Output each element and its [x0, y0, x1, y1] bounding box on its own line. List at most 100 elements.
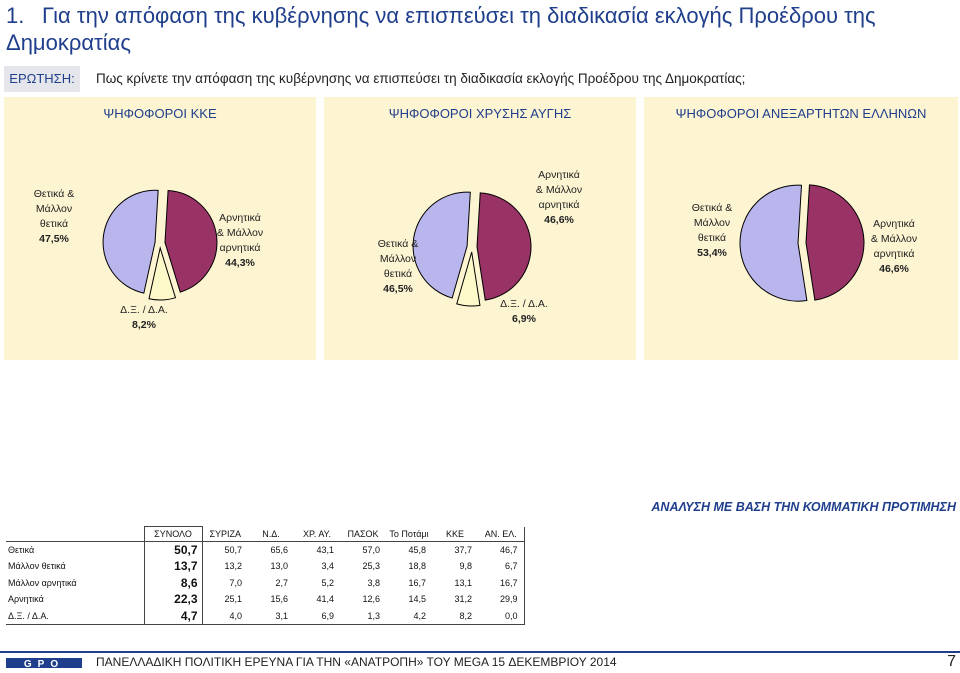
- pie-chart-anel: Θετικά & Μάλλον θετικά 53,4% Αρνητικά & Μάλλο…: [692, 184, 917, 302]
- value-cell: 16,7: [408, 577, 426, 588]
- row-label: Θετικά: [6, 541, 144, 558]
- total-cell: 22,3: [143, 591, 203, 608]
- gpo-logo: GPO: [6, 658, 82, 669]
- value-cell: 65,6: [248, 541, 294, 558]
- value-cell: 43,1: [294, 541, 340, 558]
- value-cell: 6,7: [478, 558, 525, 575]
- value-cell: 41,4: [316, 594, 334, 605]
- row-label: Δ.Ξ. / Δ.Α.: [6, 607, 144, 625]
- question-text: Πως κρίνετε την απόφαση της κυβέρνησης ν…: [96, 71, 746, 86]
- value-cell: 25,1: [224, 594, 242, 605]
- slice-label: Θετικά & Μάλλον θετικά 46,5%: [378, 238, 418, 295]
- svg-text:GPO: GPO: [24, 659, 64, 669]
- question-label: ΕΡΩΤΗΣΗ:: [4, 66, 80, 92]
- pie-chart-kke: Θετικά & Μάλλον θετικά 47,5% Δ.Ξ. / Δ.Α. 8,2%…: [34, 188, 263, 331]
- pie-panel-kke: ΨΗΦΟΦΟΡΟΙ ΚΚΕ Θετικά & Μάλλον θετικά 47,5% Δ…: [4, 97, 316, 360]
- value-cell: 9,8: [459, 561, 472, 572]
- pie-slice-positive: [102, 189, 159, 294]
- footer-divider: [0, 651, 960, 653]
- value-cell: 7,0: [229, 577, 242, 588]
- value-cell: 50,7: [202, 541, 248, 558]
- value-cell: 14,5: [408, 594, 426, 605]
- slice-label: Δ.Ξ. / Δ.Α. 8,2%: [120, 304, 168, 331]
- value-cell: 3,1: [248, 607, 294, 625]
- table-body: Θετικά 50,7 50,7 65,6 43,1 57,0 45,8 37,7 46,7 Μά…: [6, 541, 525, 625]
- slice-label: Θετικά & Μάλλον θετικά 53,4%: [692, 202, 732, 259]
- pie-panel-anel: ΨΗΦΟΦΟΡΟΙ ΑΝΕΞΑΡΤΗΤΩΝ ΕΛΛΗΝΩΝ Θετικά & Μά…: [644, 97, 958, 360]
- value-cell: 15,6: [270, 594, 288, 605]
- value-cell: 57,0: [340, 541, 386, 558]
- slice-label: Αρνητικά & Μάλλον αρνητικά 46,6%: [536, 169, 582, 226]
- slice-label: Δ.Ξ. / Δ.Α. 6,9%: [500, 298, 548, 325]
- total-cell: 8,6: [143, 574, 203, 591]
- column-header: ΣΥΡΙΖΑ: [202, 526, 248, 542]
- party-breakdown-table: ΣΥΝΟΛΟ ΣΥΡΙΖΑ Ν.Δ. ΧΡ. ΑΥ. ΠΑΣΟΚ Το Ποτά…: [6, 526, 525, 625]
- pie-slice-negative: [805, 184, 865, 301]
- pie-title: ΨΗΦΟΦΟΡΟΙ ΚΚΕ: [103, 106, 217, 121]
- table-row: Δ.Ξ. / Δ.Α. 4,7 4,0 3,1 6,9 1,3 4,2 8,2 0,0: [6, 607, 525, 625]
- value-cell: 25,3: [362, 561, 380, 572]
- value-cell: 46,7: [478, 541, 525, 558]
- slice-label: Θετικά & Μάλλον θετικά 47,5%: [34, 188, 74, 245]
- slice-label: Αρνητικά & Μάλλον αρνητικά 44,3%: [217, 212, 263, 269]
- title-number: 1.: [6, 3, 25, 28]
- pie-slice-negative: [164, 189, 218, 293]
- pie-slice-negative: [476, 192, 532, 301]
- column-header: ΠΑΣΟΚ: [340, 526, 386, 542]
- value-cell: 31,2: [454, 594, 472, 605]
- value-cell: 1,3: [340, 607, 386, 625]
- pie-slice-positive: [739, 184, 808, 302]
- pie-slice-positive: [412, 191, 471, 299]
- value-cell: 16,7: [478, 574, 525, 591]
- column-header-total: ΣΥΝΟΛΟ: [143, 526, 203, 542]
- value-cell: 37,7: [432, 541, 478, 558]
- value-cell: 0,0: [478, 607, 525, 625]
- page-number: 7: [947, 653, 956, 670]
- value-cell: 3,4: [321, 561, 334, 572]
- value-cell: 13,2: [224, 561, 242, 572]
- table-row: Μάλλον θετικά 13,7 13,2 13,0 3,4 25,3 18,8 9,8 6…: [6, 558, 525, 575]
- pie-title: ΨΗΦΟΦΟΡΟΙ ΑΝΕΞΑΡΤΗΤΩΝ ΕΛΛΗΝΩΝ: [675, 106, 927, 121]
- row-label: Μάλλον θετικά: [8, 561, 66, 572]
- row-label: Αρνητικά: [8, 594, 44, 605]
- value-cell: 4,2: [386, 607, 432, 625]
- column-header: Το Ποτάμι: [386, 526, 432, 542]
- total-cell: 4,7: [143, 607, 203, 625]
- pie-chart-golden-dawn: Θετικά & Μάλλον θετικά 46,5% Δ.Ξ. / Δ.Α. 6,9%…: [378, 169, 582, 325]
- page-title: 1. Για την απόφαση της κυβέρνησης να επισ…: [6, 2, 956, 56]
- value-cell: 3,8: [367, 577, 380, 588]
- table-corner: [6, 527, 144, 542]
- value-cell: 5,2: [321, 577, 334, 588]
- question-row: ΕΡΩΤΗΣΗ: Πως κρίνετε την απόφαση της κυβ…: [4, 66, 954, 92]
- pie-charts-band: ΨΗΦΟΦΟΡΟΙ ΚΚΕ Θετικά & Μάλλον θετικά 47,5% Δ…: [4, 97, 958, 360]
- table-row: Θετικά 50,7 50,7 65,6 43,1 57,0 45,8 37,7 46,7: [6, 541, 525, 558]
- pie-slice-dk: [456, 251, 481, 307]
- footer-text: ΠΑΝΕΛΛΑΔΙΚΗ ΠΟΛΙΤΙΚΗ ΕΡΕΥΝΑ ΓΙΑ ΤΗΝ «ΑΝΑ…: [96, 655, 617, 669]
- total-cell: 13,7: [143, 558, 203, 575]
- column-header: ΧΡ. ΑΥ.: [294, 526, 340, 542]
- value-cell: 8,2: [432, 607, 478, 625]
- analysis-title: ΑΝΑΛΥΣΗ ΜΕ ΒΑΣΗ ΤΗΝ ΚΟΜΜΑΤΙΚΗ ΠΡΟΤΙΜΗΣΗ: [651, 500, 956, 514]
- slice-label: Αρνητικά & Μάλλον αρνητικά 46,6%: [871, 218, 917, 275]
- pie-slice-dk: [148, 246, 177, 301]
- pie-title: ΨΗΦΟΦΟΡΟΙ ΧΡΥΣΗΣ ΑΥΓΗΣ: [388, 106, 572, 121]
- value-cell: 18,8: [408, 561, 426, 572]
- total-cell: 50,7: [143, 541, 203, 558]
- column-header: ΑΝ. ΕΛ.: [478, 526, 525, 542]
- value-cell: 12,6: [362, 594, 380, 605]
- column-header: Ν.Δ.: [248, 526, 294, 542]
- value-cell: 45,8: [386, 541, 432, 558]
- value-cell: 4,0: [202, 607, 248, 625]
- table-row: Αρνητικά 22,3 25,1 15,6 41,4 12,6 14,5 31,2 29,9: [6, 591, 525, 608]
- value-cell: 2,7: [275, 577, 288, 588]
- value-cell: 29,9: [478, 591, 525, 608]
- value-cell: 13,1: [454, 577, 472, 588]
- column-header: ΚΚΕ: [432, 526, 478, 542]
- value-cell: 6,9: [294, 607, 340, 625]
- title-text: Για την απόφαση της κυβέρνησης να επισπε…: [6, 3, 876, 55]
- value-cell: 13,0: [270, 561, 288, 572]
- table-row: Μάλλον αρνητικά 8,6 7,0 2,7 5,2 3,8 16,7 13,1 16…: [6, 574, 525, 591]
- pie-panel-golden-dawn: ΨΗΦΟΦΟΡΟΙ ΧΡΥΣΗΣ ΑΥΓΗΣ Θετικά & Μάλλον θετ…: [324, 97, 636, 360]
- row-label: Μάλλον αρνητικά: [8, 577, 77, 588]
- table-header-row: ΣΥΝΟΛΟ ΣΥΡΙΖΑ Ν.Δ. ΧΡ. ΑΥ. ΠΑΣΟΚ Το Ποτά…: [6, 526, 525, 542]
